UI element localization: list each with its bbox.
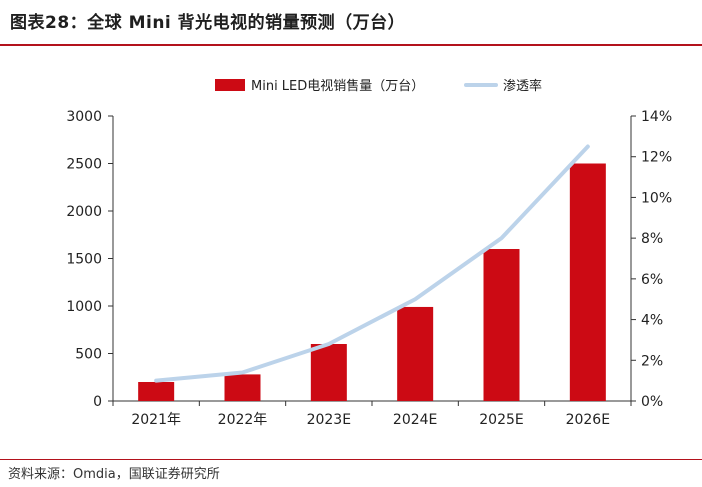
top-rule: [0, 44, 702, 46]
y-right-tick-label: 0%: [641, 394, 663, 410]
y-left-tick-label: 1500: [66, 252, 102, 268]
y-left-tick-label: 1000: [66, 299, 102, 315]
y-right-tick-label: 2%: [641, 353, 663, 369]
y-left-tick-label: 500: [75, 347, 102, 363]
y-left-tick-label: 3000: [66, 109, 102, 125]
bottom-rule: [0, 459, 702, 460]
bar-2022年: [224, 374, 261, 401]
bar-2021年: [138, 382, 175, 401]
legend-label-bar: Mini LED电视销售量（万台）: [251, 78, 424, 94]
x-tick-label: 2022年: [218, 412, 268, 428]
bar-2024E: [397, 306, 434, 401]
penetration-rate-line: [154, 144, 590, 383]
y-right-tick-label: 6%: [641, 272, 663, 288]
legend-swatch-bar: [215, 79, 245, 91]
legend-label-line: 渗透率: [503, 78, 542, 94]
y-left-tick-label: 2500: [66, 157, 102, 173]
y-right-tick-label: 4%: [641, 313, 663, 329]
bar-2023E: [310, 344, 347, 401]
x-tick-label: 2021年: [131, 412, 181, 428]
y-right-tick-label: 14%: [641, 109, 672, 125]
x-tick-label: 2024E: [393, 412, 437, 428]
x-tick-label: 2026E: [566, 412, 610, 428]
bar-2026E: [569, 163, 606, 401]
x-tick-label: 2023E: [307, 412, 351, 428]
y-right-tick-label: 12%: [641, 150, 672, 166]
bar-2025E: [483, 249, 520, 401]
x-tick-label: 2025E: [479, 412, 523, 428]
y-right-tick-label: 8%: [641, 231, 663, 247]
chart-title: 图表28：全球 Mini 背光电视的销量预测（万台）: [10, 13, 406, 33]
source-note: 资料来源：Omdia，国联证券研究所: [8, 467, 220, 482]
y-right-tick-label: 10%: [641, 190, 672, 206]
y-left-tick-label: 2000: [66, 204, 102, 220]
y-left-tick-label: 0: [93, 394, 102, 410]
